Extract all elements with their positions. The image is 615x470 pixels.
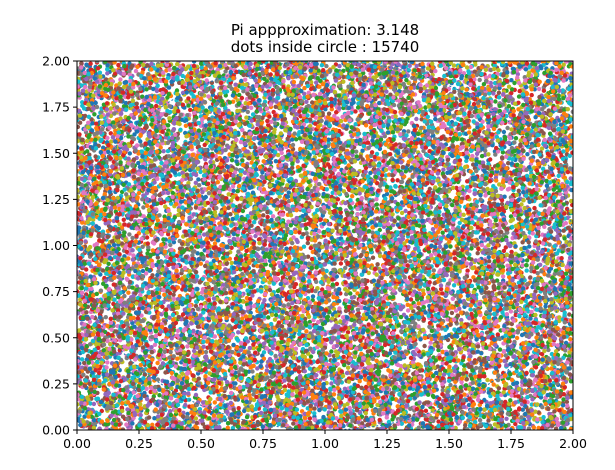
- scatter-point: [118, 77, 123, 82]
- scatter-point: [126, 256, 131, 261]
- scatter-point: [368, 170, 373, 176]
- scatter-point: [519, 202, 524, 207]
- scatter-point: [345, 365, 351, 370]
- scatter-point: [121, 217, 127, 222]
- scatter-point: [118, 99, 123, 104]
- scatter-point: [473, 62, 478, 67]
- scatter-point: [500, 150, 506, 155]
- scatter-point: [535, 183, 540, 188]
- scatter-points: [77, 61, 573, 430]
- scatter-point: [440, 388, 445, 393]
- scatter-point: [80, 326, 85, 331]
- scatter-point: [385, 138, 391, 143]
- scatter-point: [509, 249, 514, 255]
- scatter-point: [536, 86, 542, 92]
- title-line-1: Pi appproximation: 3.148: [231, 21, 419, 39]
- scatter-point: [365, 349, 371, 354]
- scatter-point: [138, 139, 143, 144]
- scatter-point: [230, 184, 236, 189]
- scatter-point: [150, 422, 155, 427]
- scatter-point: [562, 236, 567, 241]
- scatter-point: [269, 312, 275, 317]
- scatter-point: [514, 335, 520, 341]
- scatter-point: [246, 369, 252, 374]
- scatter-point: [528, 316, 533, 321]
- scatter-point: [500, 274, 506, 279]
- scatter-point: [532, 205, 537, 211]
- scatter-point: [451, 63, 457, 68]
- scatter-point: [428, 340, 433, 345]
- scatter-point: [414, 116, 419, 122]
- scatter-point: [371, 166, 377, 172]
- scatter-point: [431, 268, 436, 273]
- scatter-point: [244, 115, 249, 120]
- scatter-point: [555, 199, 561, 204]
- scatter-point: [111, 218, 117, 224]
- scatter-point: [422, 343, 427, 349]
- scatter-point: [236, 330, 241, 335]
- scatter-point: [493, 99, 498, 104]
- scatter-point: [486, 418, 491, 423]
- scatter-point: [106, 261, 111, 266]
- scatter-point: [144, 386, 149, 391]
- scatter-point: [331, 392, 337, 397]
- scatter-point: [487, 259, 492, 264]
- scatter-point: [416, 131, 421, 137]
- scatter-point: [330, 190, 335, 195]
- scatter-point: [464, 158, 469, 164]
- scatter-point: [77, 124, 81, 130]
- scatter-point: [304, 329, 309, 334]
- scatter-point: [291, 421, 296, 426]
- scatter-point: [485, 377, 490, 383]
- scatter-point: [342, 231, 348, 236]
- title-line-2: dots inside circle : 15740: [231, 38, 420, 56]
- scatter-point: [307, 416, 313, 421]
- scatter-point: [304, 99, 309, 105]
- scatter-point: [161, 149, 166, 154]
- scatter-point: [154, 88, 160, 94]
- scatter-point: [304, 231, 309, 236]
- scatter-point: [465, 268, 470, 273]
- scatter-point: [483, 193, 488, 198]
- scatter-point: [199, 65, 204, 70]
- scatter-point: [420, 288, 426, 293]
- scatter-point: [155, 218, 160, 223]
- scatter-point: [522, 205, 527, 211]
- scatter-point: [168, 201, 174, 206]
- scatter-point: [126, 290, 131, 295]
- scatter-point: [80, 100, 85, 105]
- scatter-point: [254, 375, 259, 381]
- scatter-point: [475, 251, 480, 256]
- scatter-point: [393, 183, 398, 189]
- scatter-point: [164, 68, 169, 73]
- scatter-point: [295, 159, 300, 164]
- scatter-point: [393, 285, 398, 290]
- chart-title: Pi appproximation: 3.148 dots inside cir…: [231, 21, 420, 56]
- scatter-point: [451, 283, 457, 288]
- scatter-point: [547, 378, 552, 383]
- scatter-point: [229, 245, 234, 250]
- scatter-point: [273, 159, 279, 164]
- scatter-point: [540, 405, 545, 410]
- scatter-point: [488, 157, 493, 162]
- scatter-point: [195, 371, 201, 376]
- scatter-point: [411, 309, 416, 314]
- scatter-point: [408, 406, 413, 411]
- scatter-point: [520, 263, 525, 268]
- scatter-point: [527, 244, 532, 249]
- scatter-point: [423, 408, 429, 413]
- scatter-point: [499, 201, 505, 207]
- scatter-point: [119, 320, 124, 325]
- scatter-point: [570, 202, 573, 208]
- scatter-point: [302, 85, 307, 91]
- scatter-point: [567, 312, 572, 317]
- scatter-point: [538, 262, 543, 267]
